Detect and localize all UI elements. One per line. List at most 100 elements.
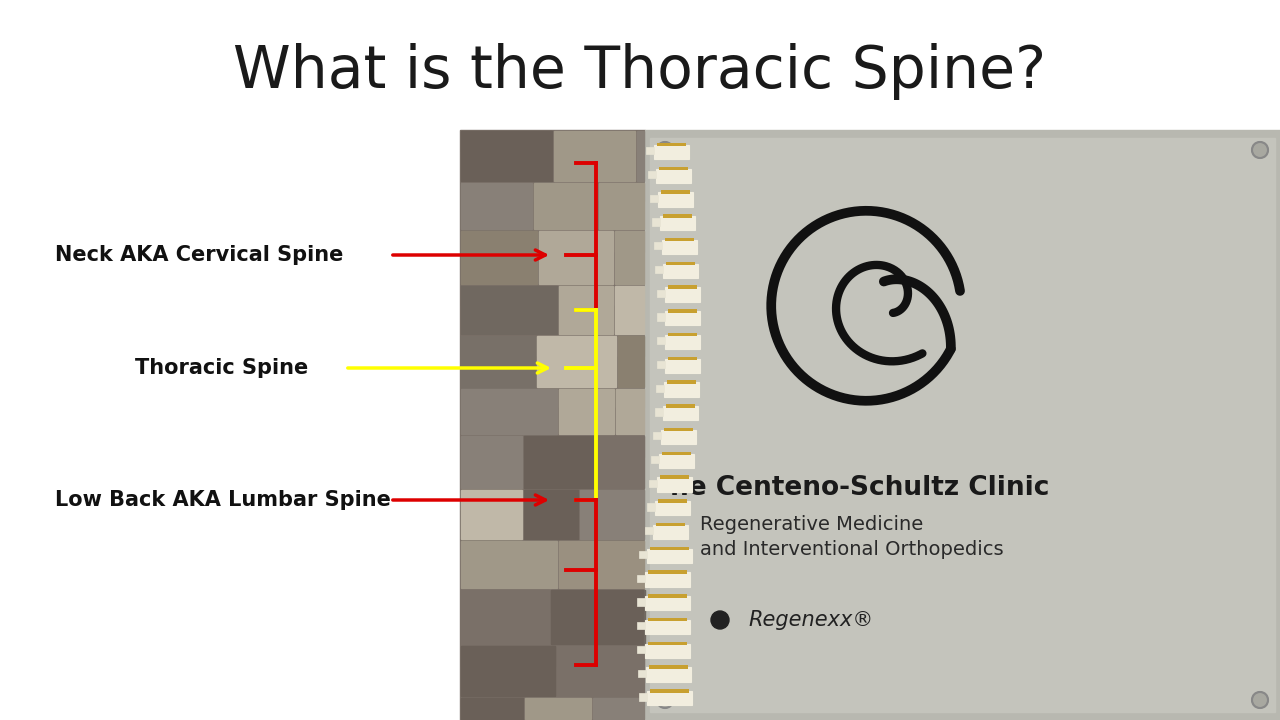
Bar [461,336,535,356]
Bar [649,570,687,574]
Bar [646,691,692,706]
Bar [461,231,538,252]
Bar [614,231,644,252]
Bar [663,264,699,278]
Bar [557,646,637,696]
Bar [666,311,700,325]
Bar [666,359,700,373]
Bar [596,436,644,488]
Bar [593,698,644,719]
Circle shape [1252,142,1268,158]
Bar [599,183,644,202]
Text: Low Back AKA Lumbar Spine: Low Back AKA Lumbar Spine [55,490,390,510]
Bar [668,285,696,289]
Bar [663,406,698,420]
Bar [461,590,549,644]
Bar [645,667,691,682]
Bar [524,490,579,539]
Bar [653,525,689,539]
Bar [662,430,696,444]
Bar [614,286,644,305]
Bar [659,166,687,170]
Bar [461,541,557,560]
Circle shape [1252,692,1268,708]
Bar [667,380,696,384]
Bar [666,404,695,408]
Bar [648,618,686,621]
Bar [525,698,591,719]
Bar [662,451,691,455]
Bar [618,336,644,387]
Bar [640,646,644,666]
Bar [559,389,614,434]
Bar [580,490,644,510]
Bar [616,389,644,407]
Bar [655,408,663,415]
Bar [639,693,646,701]
Bar [461,183,532,229]
Bar [460,130,645,720]
Text: Regenerative Medicine: Regenerative Medicine [700,515,923,534]
Bar [657,384,664,392]
Bar [645,596,690,611]
Text: What is the Thoracic Spine?: What is the Thoracic Spine? [233,43,1047,101]
Bar [648,171,655,178]
Bar [539,231,613,284]
Bar [534,183,596,229]
Bar [525,698,591,706]
Bar [461,541,557,588]
Circle shape [657,692,673,708]
Bar [657,143,686,146]
Bar [559,286,613,334]
Bar [461,389,557,434]
Bar [646,549,691,563]
Bar [660,475,690,479]
Bar [636,598,645,606]
Bar [461,286,557,334]
Bar [461,336,535,387]
Bar [655,501,690,516]
Bar [640,646,644,696]
Bar [645,130,1280,720]
Bar [614,231,644,284]
Bar [664,428,694,431]
Bar [648,594,687,598]
Bar [650,138,1275,712]
Bar [663,214,691,217]
Bar [664,382,699,397]
Bar [524,436,594,488]
Bar [655,266,663,273]
Bar [657,361,666,368]
Bar [649,480,658,487]
Bar [645,527,653,534]
Bar [461,436,522,488]
Bar [659,454,694,468]
Bar [667,261,695,265]
Bar [662,240,696,254]
Bar [668,356,698,360]
Bar [654,145,689,159]
Bar [614,286,644,334]
Bar [559,389,614,407]
Bar [461,183,532,202]
Bar [658,499,687,503]
Bar [461,698,524,719]
Text: and Interventional Orthopedics: and Interventional Orthopedics [700,540,1004,559]
Circle shape [657,142,673,158]
Bar [538,336,616,356]
Bar [650,194,658,202]
Bar [658,477,692,492]
Bar [637,646,645,653]
Bar [557,646,637,666]
Bar [616,389,644,434]
Bar [645,620,690,634]
Text: he Centeno-Schultz Clinic: he Centeno-Schultz Clinic [669,475,1050,501]
Bar [655,168,691,183]
Bar [705,155,1015,445]
Bar [534,183,596,202]
Bar [657,523,685,526]
Circle shape [710,611,730,629]
Bar [668,333,698,336]
Bar [461,590,549,611]
Bar [550,590,643,611]
